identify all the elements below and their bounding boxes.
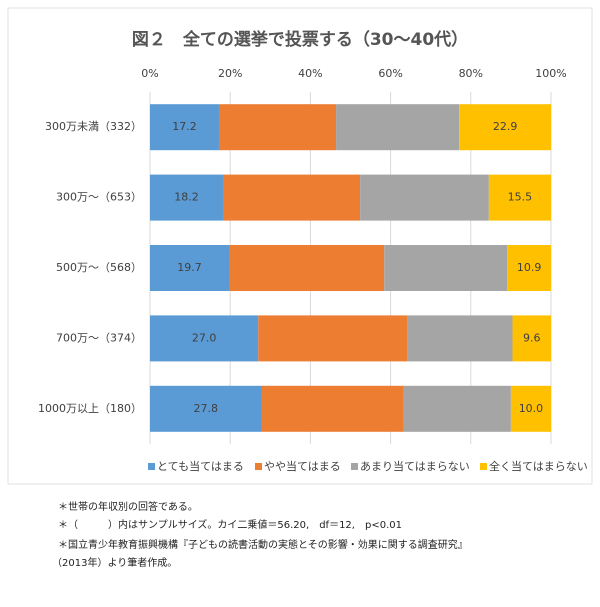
y-tick-label: 700万～（374） xyxy=(56,331,142,344)
data-label: 22.9 xyxy=(493,120,518,133)
bar-segment xyxy=(218,104,337,151)
bar-segment xyxy=(507,245,551,291)
data-label: 17.2 xyxy=(172,120,197,133)
x-tick-label: 60% xyxy=(378,67,402,80)
bar-segment xyxy=(258,315,408,362)
x-tick-label: 0% xyxy=(141,67,158,80)
bar-segment xyxy=(336,104,460,151)
legend-label: とても当てはまる xyxy=(157,459,244,473)
bar-segment xyxy=(510,385,551,432)
legend-swatch xyxy=(148,463,155,470)
legend-label: あまり当てはまらない xyxy=(360,459,470,473)
bar-segment xyxy=(407,315,513,362)
legend-label: やや当てはまる xyxy=(264,459,341,473)
bar-segment xyxy=(150,315,259,362)
bar-segment xyxy=(150,174,223,221)
y-tick-label: 1000万以上（180） xyxy=(38,402,142,415)
bar-segment xyxy=(459,104,551,151)
data-label: 10.0 xyxy=(519,402,544,415)
bar-segment xyxy=(360,174,489,221)
note: ＊国立青少年教育振興機構『子どもの読書活動の実態とその影響・効果に関する調査研究… xyxy=(58,538,468,551)
y-tick-label: 300万～（653） xyxy=(56,191,142,204)
data-label: 9.6 xyxy=(523,331,541,344)
chart-frame xyxy=(7,7,593,485)
x-tick-label: 80% xyxy=(459,67,483,80)
bar-segment xyxy=(384,245,508,291)
x-tick-label: 100% xyxy=(535,67,566,80)
data-label: 27.8 xyxy=(193,402,218,415)
legend-swatch xyxy=(255,463,262,470)
y-tick-label: 300万未満（332） xyxy=(45,120,142,133)
chart-title: 図２ 全ての選挙で投票する（30～40代） xyxy=(132,29,468,50)
bar-segment xyxy=(150,385,262,432)
legend-swatch xyxy=(480,463,487,470)
data-label: 18.2 xyxy=(174,191,199,204)
x-tick-label: 20% xyxy=(218,67,242,80)
bar-segment xyxy=(228,245,385,291)
bar-segment xyxy=(403,385,511,432)
data-label: 27.0 xyxy=(192,331,217,344)
data-label: 10.9 xyxy=(517,261,542,274)
note: ＊（ ）内はサンプルサイズ。カイ二乗値＝56.20, df＝12, p<0.01 xyxy=(58,518,402,531)
data-label: 19.7 xyxy=(177,261,202,274)
legend-swatch xyxy=(351,463,358,470)
bar-segment xyxy=(512,315,551,362)
x-tick-label: 40% xyxy=(298,67,322,80)
note: ＊世帯の年収別の回答である。 xyxy=(58,500,198,513)
bar-segment xyxy=(150,104,219,151)
data-label: 15.5 xyxy=(508,191,533,204)
bar-segment xyxy=(222,174,361,221)
bar-segment xyxy=(488,174,551,221)
bar-segment xyxy=(150,245,229,291)
note: （2013年）より筆者作成。 xyxy=(52,556,177,569)
y-tick-label: 500万～（568） xyxy=(56,261,142,274)
bar-segment xyxy=(261,385,404,432)
legend-label: 全く当てはまらない xyxy=(489,459,588,473)
